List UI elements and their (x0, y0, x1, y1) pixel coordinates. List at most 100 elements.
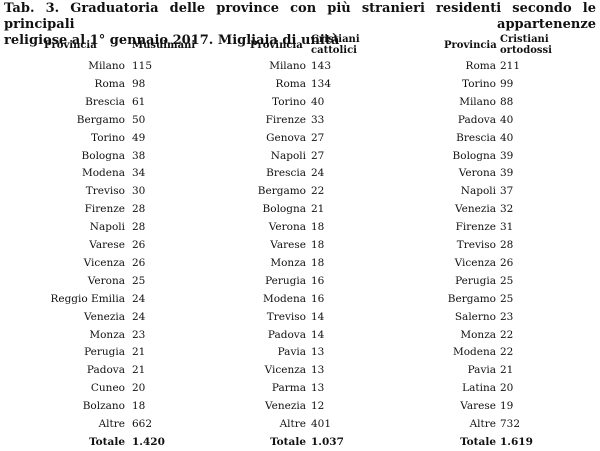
provincia-cell: Bologna (452, 149, 496, 162)
table-row: Torino 49 (30, 129, 210, 147)
table-row: Altre 401 (213, 415, 393, 433)
table-row: Verona 39 (398, 164, 578, 182)
provincia-cell: Torino (91, 131, 125, 144)
value-cell: 20 (132, 382, 146, 395)
table-row: Firenze 28 (30, 200, 210, 218)
table-title-line-2: religiose al 1° gennaio 2017. Migliaia d… (4, 33, 340, 48)
value-cell: 20 (500, 382, 514, 395)
provincia-cell: Verona (458, 167, 496, 180)
provincia-cell: Firenze (265, 113, 306, 126)
provincia-cell: Modena (262, 292, 306, 305)
value-cell: 24 (132, 292, 146, 305)
table-row: Varese 26 (30, 236, 210, 254)
table-row: Padova 14 (213, 326, 393, 344)
provincia-cell: Brescia (266, 167, 306, 180)
value-cell: 33 (311, 113, 325, 126)
table-row: Vicenza 13 (213, 361, 393, 379)
table-row: Napoli 28 (30, 218, 210, 236)
provincia-cell: Perugia (265, 274, 306, 287)
table-row: Reggio Emilia 24 (30, 290, 210, 308)
table-row: Monza 23 (30, 326, 210, 344)
value-cell: 61 (132, 95, 146, 108)
value-cell: 14 (311, 310, 325, 323)
value-cell: 40 (311, 95, 325, 108)
value-cell: 23 (132, 328, 146, 341)
table-row: Modena 16 (213, 290, 393, 308)
value-cell: 24 (132, 310, 146, 323)
column-header-provincia: Provincia (444, 40, 497, 51)
table-row: Altre 732 (398, 415, 578, 433)
table-row: Monza 18 (213, 254, 393, 272)
provincia-cell: Milano (269, 60, 306, 72)
value-cell: 28 (132, 203, 146, 216)
provincia-cell: Bologna (81, 149, 125, 162)
table-row: Bologna 38 (30, 147, 210, 165)
value-cell: 1.420 (132, 435, 165, 448)
value-cell: 28 (132, 221, 146, 234)
provincia-cell: Treviso (266, 310, 306, 323)
value-cell: 40 (500, 131, 514, 144)
provincia-cell: Perugia (84, 346, 125, 359)
table-row: Bolzano 18 (30, 397, 210, 415)
value-cell: 22 (500, 328, 514, 341)
provincia-cell: Varese (460, 400, 496, 413)
table-row: Bergamo 25 (398, 290, 578, 308)
provincia-cell: Altre (98, 418, 125, 430)
provincia-cell: Latina (462, 382, 496, 395)
value-cell: 21 (132, 346, 146, 359)
table-row: Perugia 21 (30, 343, 210, 361)
provincia-cell: Padova (267, 328, 306, 341)
value-cell: 26 (132, 239, 146, 251)
value-cell: 27 (311, 149, 325, 162)
value-cell: 18 (311, 221, 325, 234)
table-row: Venezia 12 (213, 397, 393, 415)
value-cell: 26 (500, 256, 514, 269)
column-header-provincia: Provincia (250, 40, 303, 51)
provincia-cell: Vicenza (83, 256, 125, 269)
value-cell: 143 (311, 60, 332, 72)
value-cell: 40 (500, 113, 514, 126)
table-row: Monza 22 (398, 326, 578, 344)
provincia-cell: Altre (469, 418, 496, 430)
column-header-value: Musulmani (132, 40, 195, 51)
table-row: Verona 25 (30, 272, 210, 290)
value-cell: 13 (311, 346, 325, 359)
table-row: Venezia 24 (30, 308, 210, 326)
provincia-cell: Padova (86, 364, 125, 377)
provincia-cell: Napoli (270, 149, 306, 162)
provincia-cell: Salerno (454, 310, 496, 323)
table-row: Roma 134 (213, 75, 393, 93)
provincia-cell: Modena (452, 346, 496, 359)
value-cell: 1.037 (311, 435, 344, 448)
table-row: Perugia 16 (213, 272, 393, 290)
value-cell: 28 (500, 239, 514, 251)
provincia-cell: Vicenza (454, 256, 496, 269)
provincia-cell: Venezia (265, 400, 306, 413)
table-row: Napoli 27 (213, 147, 393, 165)
table-row: Venezia 32 (398, 200, 578, 218)
value-cell: 30 (132, 185, 146, 198)
value-cell: 19 (500, 400, 514, 413)
provincia-cell: Venezia (455, 203, 496, 216)
table-row: Roma 98 (30, 75, 210, 93)
column-header-value-line-2: cattolici (311, 45, 357, 56)
table-row: Torino 99 (398, 75, 578, 93)
value-cell: 23 (500, 310, 514, 323)
table-row: Brescia 24 (213, 164, 393, 182)
provincia-cell: Roma (465, 60, 496, 72)
table-row: Perugia 25 (398, 272, 578, 290)
provincia-cell: Verona (87, 274, 125, 287)
provincia-cell: Venezia (84, 310, 125, 323)
value-cell: 21 (311, 203, 325, 216)
value-cell: 27 (311, 131, 325, 144)
value-cell: 1.619 (500, 435, 533, 448)
provincia-cell: Brescia (85, 95, 125, 108)
table-row: Modena 22 (398, 343, 578, 361)
table-title-line-1: Tab. 3. Graduatoria delle province con p… (4, 1, 596, 32)
value-cell: 16 (311, 274, 325, 287)
value-cell: 39 (500, 167, 514, 180)
provincia-cell: Padova (457, 113, 496, 126)
value-cell: 134 (311, 77, 332, 90)
value-cell: 34 (132, 167, 146, 180)
table-row: Napoli 37 (398, 182, 578, 200)
